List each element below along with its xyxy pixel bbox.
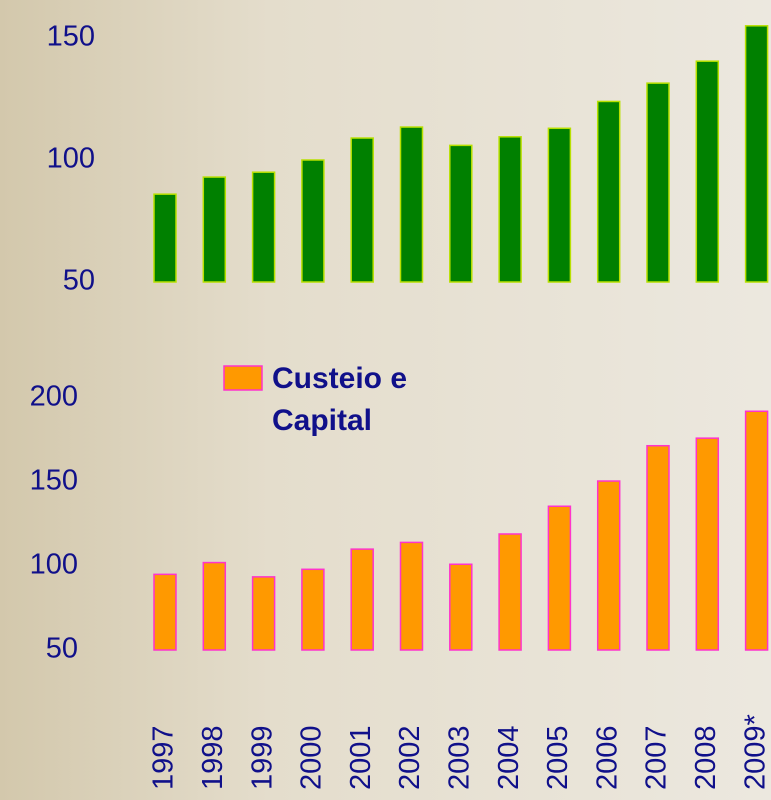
legend-label: Custeio e Capital [272, 362, 408, 437]
bar [596, 480, 621, 651]
x-tick-label: 1999 [246, 725, 278, 790]
bar [646, 82, 670, 283]
bar [251, 576, 276, 651]
bar [153, 193, 177, 283]
y-tick-label: 100 [30, 549, 78, 581]
y-tick-label: 100 [47, 143, 95, 175]
bar [498, 533, 522, 651]
bar [596, 100, 621, 283]
x-tick-label: 2009* [739, 714, 771, 790]
y-tick-label: 150 [30, 465, 78, 497]
bar [695, 60, 720, 283]
bar [350, 548, 374, 651]
bar [449, 144, 473, 283]
bar [498, 136, 522, 283]
y-tick-label: 50 [63, 265, 95, 297]
bar [399, 126, 424, 283]
bar [646, 444, 670, 651]
x-tick-label: 2000 [296, 725, 328, 790]
x-tick-label: 2002 [394, 725, 426, 790]
x-tick-label: 2004 [493, 725, 525, 790]
y-tick-label: 150 [47, 21, 95, 53]
bar [251, 171, 276, 283]
x-tick-label: 1998 [197, 725, 229, 790]
x-tick-label: 2005 [542, 725, 574, 790]
x-tick-label: 2003 [443, 725, 475, 790]
bar [449, 563, 473, 651]
bar [301, 568, 325, 651]
bar [202, 561, 227, 651]
bar [547, 505, 572, 651]
bar [202, 176, 227, 283]
x-tick-label: 2007 [641, 725, 673, 790]
x-tick-label: 2008 [690, 725, 722, 790]
bar [695, 437, 720, 651]
bar [744, 25, 769, 283]
bar [744, 410, 769, 651]
y-tick-label: 50 [46, 633, 78, 665]
x-tick-label: 1997 [148, 725, 180, 790]
bar [350, 137, 374, 283]
x-tick-label: 2006 [591, 725, 623, 790]
y-tick-label: 200 [30, 380, 78, 412]
bar [153, 573, 177, 651]
bar [399, 541, 424, 651]
x-tick-label: 2001 [345, 725, 377, 790]
legend-swatch [223, 365, 263, 391]
bar [301, 159, 325, 283]
bar [547, 127, 572, 283]
